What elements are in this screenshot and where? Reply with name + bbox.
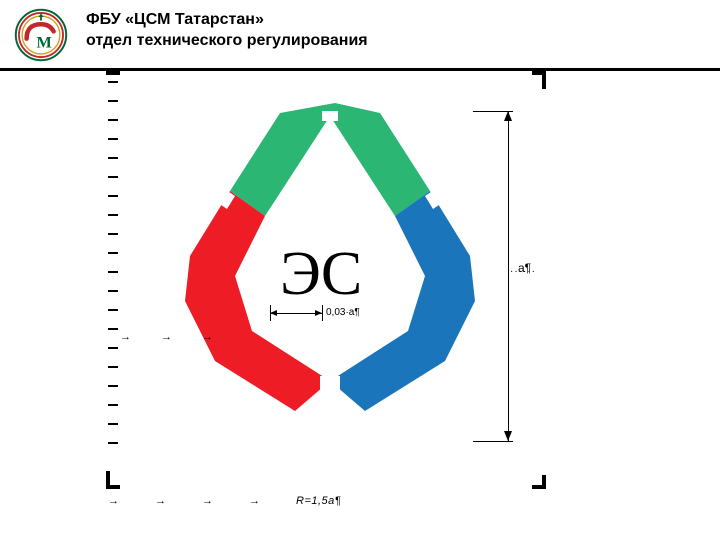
header: М ФБУ «ЦСМ Татарстан» отдел технического… bbox=[0, 0, 720, 62]
header-title: ФБУ «ЦСМ Татарстан» bbox=[86, 10, 368, 31]
tab-mark: → bbox=[249, 495, 260, 507]
dim-small-horizontal: 0,03·a¶ bbox=[270, 313, 322, 314]
center-text: ЭС bbox=[280, 239, 362, 310]
org-logo: М bbox=[14, 8, 68, 62]
bracket-top-right bbox=[532, 71, 546, 89]
diagram-area: → → → ЭС 0,03·a¶ ······ a¶ bbox=[0, 71, 720, 531]
dim-label-a: a¶ bbox=[518, 261, 531, 275]
header-subtitle: отдел технического регулирования bbox=[86, 31, 368, 52]
dim-small-label: 0,03·a¶ bbox=[326, 307, 360, 318]
header-text: ФБУ «ЦСМ Татарстан» отдел технического р… bbox=[86, 8, 368, 52]
tab-mark: → bbox=[155, 495, 166, 507]
tab-mark: → bbox=[108, 495, 119, 507]
label-R: R=1,5a¶ bbox=[296, 495, 341, 507]
bracket-bottom-right bbox=[532, 475, 546, 489]
bottom-marks-row: → → → → R=1,5a¶ bbox=[108, 495, 341, 507]
left-inline-arrows: → → → bbox=[120, 331, 213, 343]
bracket-top-left bbox=[106, 71, 120, 75]
formatting-ticks-left bbox=[108, 81, 118, 461]
logo-letter-m: М bbox=[37, 34, 52, 52]
dim-vertical: ······ a¶ bbox=[498, 111, 588, 441]
bracket-bottom-left bbox=[106, 471, 120, 489]
tab-mark: → bbox=[202, 495, 213, 507]
